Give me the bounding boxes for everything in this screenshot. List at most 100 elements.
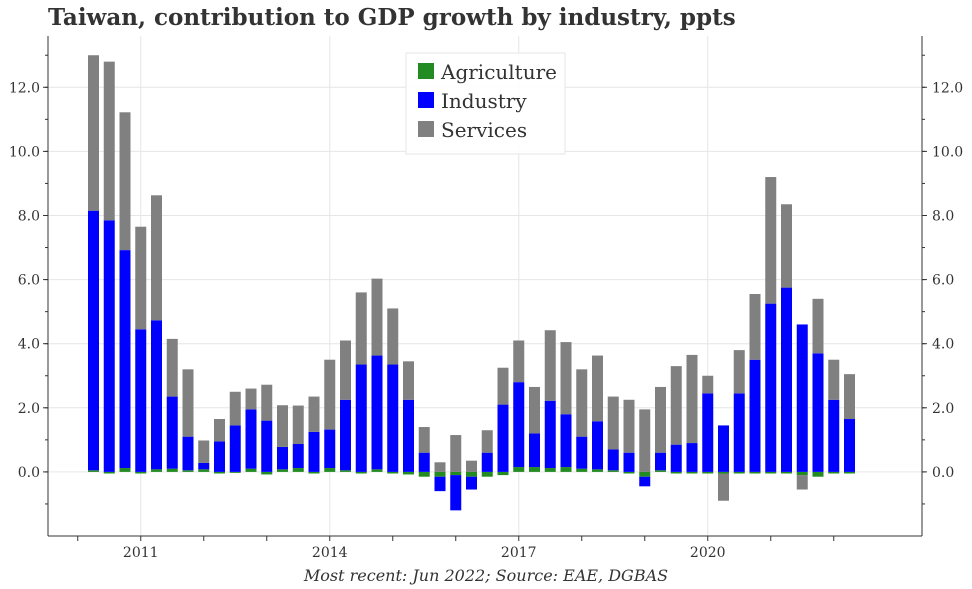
bar-services — [639, 409, 651, 472]
y-tick-label-right: 0.0 — [932, 465, 954, 481]
legend-swatch-industry — [418, 92, 434, 108]
y-tick-label-left: 10.0 — [9, 144, 40, 160]
bar-services — [277, 405, 288, 447]
bar-industry — [607, 449, 619, 471]
bar-agriculture — [576, 468, 588, 472]
bar-agriculture — [340, 470, 351, 472]
bar-services — [828, 359, 840, 400]
source-note: Most recent: Jun 2022; Source: EAE, DGBA… — [303, 566, 669, 585]
bar-services — [166, 338, 178, 397]
bar-services — [513, 340, 525, 383]
chart-title: Taiwan, contribution to GDP growth by in… — [48, 4, 736, 31]
x-tick-label: 2014 — [312, 545, 348, 561]
legend-swatch-agriculture — [418, 63, 434, 79]
bar-services — [529, 386, 540, 434]
bar-services — [702, 375, 714, 394]
y-tick-label-left: 0.0 — [18, 465, 40, 481]
legend-label-agriculture: Agriculture — [440, 60, 557, 84]
bar-services — [403, 361, 414, 400]
bar-industry — [355, 364, 367, 472]
bar-agriculture — [418, 471, 430, 477]
legend: Agriculture Industry Services — [405, 52, 566, 155]
bar-agriculture — [796, 471, 808, 476]
bar-services — [119, 112, 131, 251]
bar-industry — [576, 436, 588, 469]
bar-services — [796, 475, 808, 490]
bar-agriculture — [466, 471, 477, 477]
bar-agriculture — [103, 471, 115, 474]
bar-agriculture — [828, 471, 840, 474]
bar-agriculture — [623, 471, 635, 474]
bar-industry — [387, 364, 399, 472]
bar-services — [544, 330, 556, 401]
y-tick-label-left: 6.0 — [18, 273, 40, 289]
bar-services — [88, 55, 99, 211]
y-tick-label-right: 4.0 — [932, 337, 954, 353]
bar-industry — [639, 476, 651, 487]
x-tick-label: 2011 — [123, 545, 159, 561]
bar-agriculture — [718, 471, 729, 474]
bar-industry — [166, 396, 178, 469]
bar-industry — [529, 433, 540, 468]
bar-agriculture — [670, 471, 682, 474]
bar-agriculture — [387, 471, 399, 474]
bar-agriculture — [324, 468, 336, 472]
bar-services — [324, 359, 336, 430]
bar-agriculture — [513, 467, 525, 472]
bar-services — [151, 195, 162, 321]
x-tick-label: 2020 — [690, 545, 726, 561]
bar-services — [844, 374, 855, 420]
bar-industry — [403, 399, 414, 472]
bar-services — [261, 384, 273, 421]
bar-agriculture — [607, 470, 619, 472]
bar-industry — [418, 452, 430, 472]
bar-industry — [844, 419, 855, 472]
bar-industry — [135, 329, 147, 472]
bar-agriculture — [497, 471, 509, 476]
bar-agriculture — [151, 469, 162, 472]
bars — [88, 55, 855, 511]
bar-agriculture — [812, 471, 824, 477]
bar-industry — [261, 420, 273, 472]
bar-agriculture — [261, 471, 273, 475]
bar-agriculture — [182, 470, 194, 472]
bar-services — [198, 440, 210, 463]
bar-industry — [214, 441, 225, 472]
legend-swatch-services — [418, 121, 434, 137]
bar-agriculture — [655, 470, 666, 472]
bar-industry — [670, 444, 682, 472]
bar-agriculture — [292, 468, 304, 472]
bar-industry — [560, 414, 572, 468]
bar-agriculture — [229, 471, 241, 473]
bar-agriculture — [277, 469, 288, 472]
bar-services — [765, 177, 777, 304]
bar-services — [387, 308, 399, 365]
bar-services — [560, 342, 572, 415]
bar-industry — [655, 452, 666, 471]
bar-agriculture — [198, 469, 210, 472]
bar-industry — [513, 382, 525, 468]
bar-services — [497, 367, 509, 405]
y-tick-label-right: 12.0 — [932, 80, 963, 96]
bar-agriculture — [686, 471, 698, 474]
bar-industry — [812, 353, 824, 472]
bar-services — [371, 278, 383, 356]
bar-services — [466, 460, 477, 472]
bar-services — [812, 298, 824, 354]
bar-industry — [229, 425, 241, 472]
bar-agriculture — [592, 469, 603, 472]
bar-services — [135, 226, 147, 330]
bar-industry — [718, 425, 729, 472]
bar-agriculture — [844, 471, 855, 474]
bar-agriculture — [749, 471, 761, 474]
bar-services — [292, 405, 304, 445]
y-tick-label-left: 4.0 — [18, 337, 40, 353]
bar-services — [340, 340, 351, 400]
bar-services — [481, 430, 493, 453]
bar-industry — [198, 462, 210, 470]
bar-agriculture — [639, 471, 651, 477]
y-tick-label-left: 12.0 — [9, 80, 40, 96]
bar-agriculture — [403, 471, 414, 475]
bar-services — [229, 391, 241, 426]
bar-industry — [103, 220, 115, 472]
